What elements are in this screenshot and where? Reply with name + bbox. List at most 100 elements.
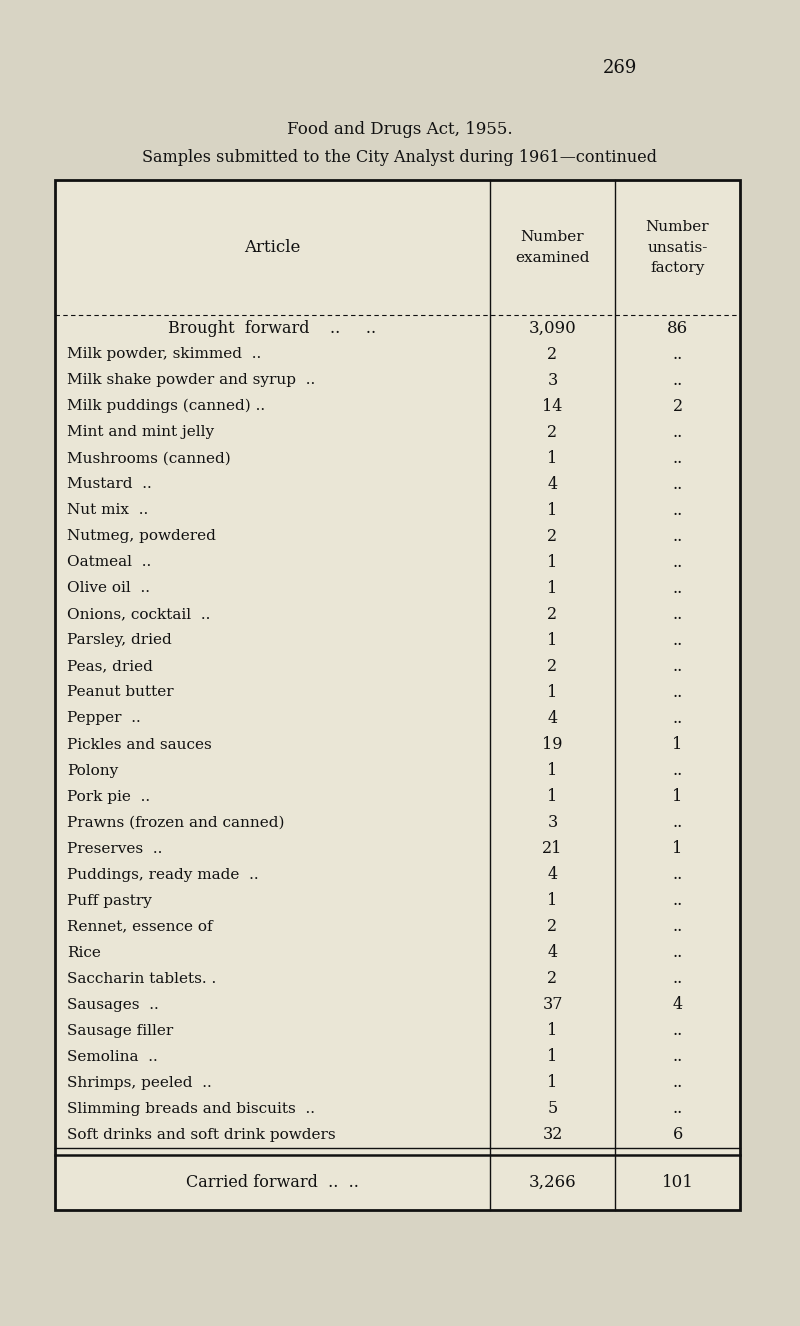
Text: Mint and mint jelly: Mint and mint jelly [67,426,214,439]
Text: 4: 4 [547,709,558,727]
Text: Slimming breads and biscuits  ..: Slimming breads and biscuits .. [67,1102,315,1116]
Text: 3: 3 [547,371,558,389]
Text: 2: 2 [547,528,558,545]
Bar [55,180,740,1211]
Text: Number
examined: Number examined [515,231,590,265]
Text: Rice: Rice [67,945,101,960]
Text: Sausages  ..: Sausages .. [67,998,158,1012]
Text: 86: 86 [667,320,688,337]
Text: Pepper  ..: Pepper .. [67,712,141,725]
Text: Onions, cocktail  ..: Onions, cocktail .. [67,607,210,622]
Text: Semolina  ..: Semolina .. [67,1050,158,1063]
Text: ..: .. [672,1101,682,1118]
Text: Saccharin tablets. .: Saccharin tablets. . [67,972,216,985]
Text: 1: 1 [547,579,558,597]
Text: Peas, dried: Peas, dried [67,659,153,674]
Text: Nutmeg, powdered: Nutmeg, powdered [67,529,216,544]
Text: ..: .. [672,918,682,935]
Text: 3,090: 3,090 [529,320,576,337]
Text: 19: 19 [542,736,562,753]
Text: Rennet, essence of: Rennet, essence of [67,920,213,934]
Text: 1: 1 [672,788,682,805]
Text: Mushrooms (canned): Mushrooms (canned) [67,451,230,465]
Text: 1: 1 [547,1074,558,1091]
Text: 1: 1 [547,450,558,467]
Text: 1: 1 [547,892,558,910]
Text: ..: .. [672,554,682,570]
Text: ..: .. [672,423,682,440]
Text: ..: .. [672,476,682,493]
Text: ..: .. [672,684,682,701]
Text: Prawns (frozen and canned): Prawns (frozen and canned) [67,815,285,830]
Text: ..: .. [672,944,682,961]
Text: ..: .. [672,346,682,362]
Text: 4: 4 [547,944,558,961]
Text: 1: 1 [547,788,558,805]
Text: Puff pastry: Puff pastry [67,894,152,908]
Text: 2: 2 [547,346,558,362]
Text: Puddings, ready made  ..: Puddings, ready made .. [67,867,258,882]
Text: 37: 37 [542,996,562,1013]
Text: Food and Drugs Act, 1955.: Food and Drugs Act, 1955. [287,122,513,138]
Text: Preserves  ..: Preserves .. [67,842,162,855]
Text: 101: 101 [662,1174,694,1191]
Text: ..: .. [672,579,682,597]
Text: ..: .. [672,658,682,675]
Text: 4: 4 [547,866,558,883]
Text: ..: .. [672,814,682,831]
Text: Sausage filler: Sausage filler [67,1024,174,1038]
Text: 1: 1 [547,684,558,701]
Text: 14: 14 [542,398,562,415]
Text: 2: 2 [547,606,558,623]
Text: ..: .. [672,1074,682,1091]
Text: ..: .. [672,709,682,727]
Text: 1: 1 [547,762,558,780]
Text: 5: 5 [547,1101,558,1118]
Text: 2: 2 [547,918,558,935]
Text: Samples submitted to the City Analyst during 1961—continued: Samples submitted to the City Analyst du… [142,150,658,167]
Text: 269: 269 [603,58,637,77]
Text: Oatmeal  ..: Oatmeal .. [67,556,151,569]
Text: ..: .. [672,1022,682,1040]
Text: Brought  forward    ..     ..: Brought forward .. .. [169,320,377,337]
Text: Mustard  ..: Mustard .. [67,477,152,491]
Text: 1: 1 [547,633,558,648]
Text: 1: 1 [547,1049,558,1065]
Text: 2: 2 [547,423,558,440]
Text: ..: .. [672,450,682,467]
Text: 3: 3 [547,814,558,831]
Text: 1: 1 [672,841,682,857]
Text: 2: 2 [547,658,558,675]
Text: Pork pie  ..: Pork pie .. [67,789,150,804]
Text: 1: 1 [547,501,558,518]
Text: 2: 2 [673,398,682,415]
Text: Number
unsatis-
factory: Number unsatis- factory [646,220,710,274]
Text: Peanut butter: Peanut butter [67,686,174,699]
Text: Nut mix  ..: Nut mix .. [67,504,148,517]
Text: Article: Article [244,239,301,256]
Text: 4: 4 [547,476,558,493]
Text: Carried forward  ..  ..: Carried forward .. .. [186,1174,359,1191]
Text: 6: 6 [672,1127,682,1143]
Text: ..: .. [672,371,682,389]
Text: 21: 21 [542,841,562,857]
Text: 1: 1 [547,554,558,570]
Text: Milk shake powder and syrup  ..: Milk shake powder and syrup .. [67,373,315,387]
Text: Milk puddings (canned) ..: Milk puddings (canned) .. [67,399,265,414]
Text: Parsley, dried: Parsley, dried [67,634,172,647]
Text: 1: 1 [547,1022,558,1040]
Text: Milk powder, skimmed  ..: Milk powder, skimmed .. [67,347,262,361]
Text: 32: 32 [542,1127,562,1143]
Text: 2: 2 [547,971,558,988]
Text: ..: .. [672,501,682,518]
Text: 1: 1 [672,736,682,753]
Text: ..: .. [672,528,682,545]
Text: ..: .. [672,866,682,883]
Text: 4: 4 [673,996,682,1013]
Text: ..: .. [672,892,682,910]
Text: ..: .. [672,762,682,780]
Text: Olive oil  ..: Olive oil .. [67,581,150,595]
Text: ..: .. [672,1049,682,1065]
Text: ..: .. [672,606,682,623]
Text: Pickles and sauces: Pickles and sauces [67,737,212,752]
